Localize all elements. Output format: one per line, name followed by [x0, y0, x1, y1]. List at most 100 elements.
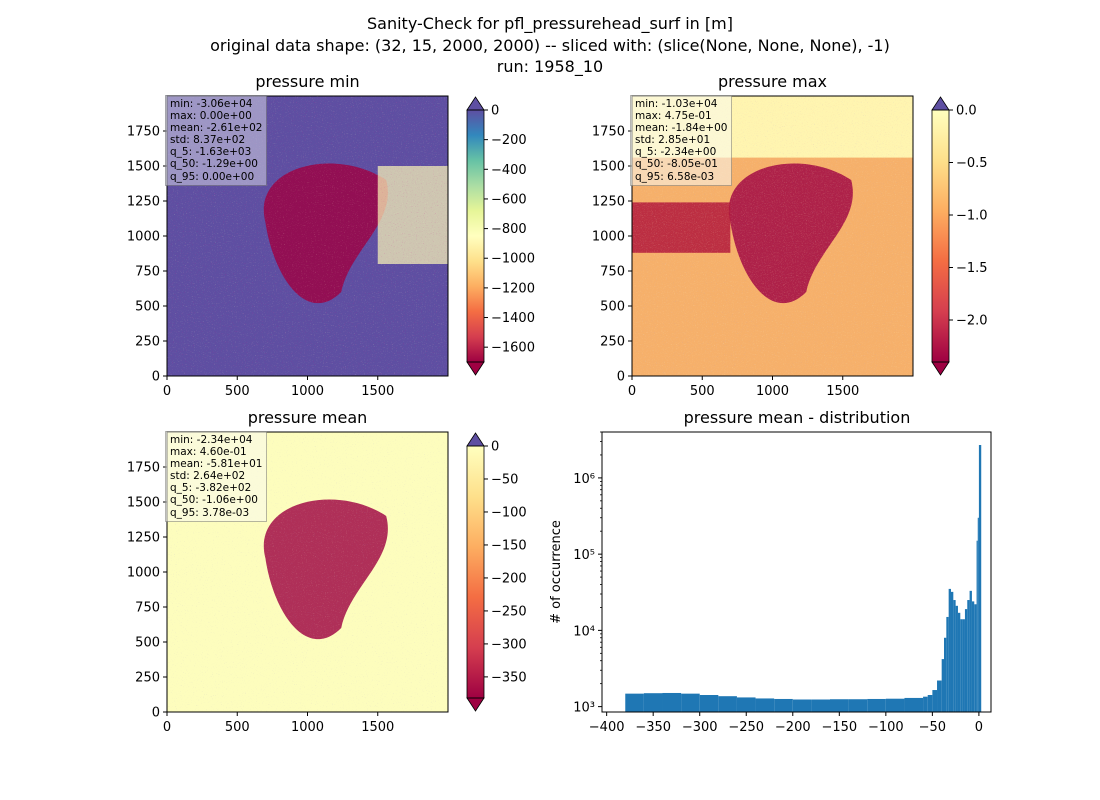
hist-y-tick-label: 10⁶	[573, 472, 595, 487]
figure-title-line-3: run: 1958_10	[496, 57, 604, 76]
colorbar-tick-label: −0.5	[956, 156, 988, 171]
stat-line: q_50: -8.05e-01	[635, 158, 718, 171]
stat-line: q_95: 0.00e+00	[170, 170, 255, 183]
panel-title-min: pressure min	[255, 72, 360, 91]
histogram-bar	[941, 659, 945, 712]
hist-x-tick-label: −350	[635, 720, 671, 735]
stat-line: min: -2.34e+04	[170, 434, 253, 446]
hist-x-tick-label: −150	[821, 720, 857, 735]
colorbar-tick-label: −2.0	[956, 314, 988, 329]
histogram-bar	[927, 695, 933, 712]
y-tick-label: 0	[152, 706, 160, 721]
colorbar-tick-label: −350	[491, 670, 527, 685]
panel-title-mean: pressure mean	[247, 408, 368, 427]
hist-y-tick-label: 10³	[573, 701, 595, 716]
colorbar-tick-label: −150	[491, 538, 527, 553]
histogram-bar	[969, 590, 972, 712]
y-tick-label: 750	[600, 265, 625, 280]
colorbar-tick-label: −250	[491, 604, 527, 619]
stat-line: std: 8.37e+02	[170, 134, 246, 147]
x-tick-label: 1000	[756, 384, 789, 399]
stats-box-min: min: -3.06e+04 max: 0.00e+00 mean: -2.61e+…	[165, 95, 268, 186]
stat-line: mean: -2.61e+02	[170, 122, 263, 135]
hist-y-tick-label: 10⁴	[573, 624, 595, 639]
y-tick-label: 1000	[592, 230, 625, 245]
stat-line: q_5: -1.63e+03	[170, 146, 252, 159]
stat-line: q_95: 3.78e-03	[170, 506, 250, 519]
colorbar-tick-label: −200	[491, 133, 527, 148]
hist-title: pressure mean - distribution	[683, 408, 911, 427]
stat-line: q_5: -2.34e+00	[635, 146, 717, 159]
histogram-bar	[681, 693, 700, 712]
y-tick-label: 500	[135, 300, 160, 315]
histogram-panel: −400 −350 −300 −250 −200 −150 −100 −50 0 10³ 10⁴ 10…	[549, 431, 992, 735]
stat-line: std: 2.85e+01	[635, 134, 711, 147]
histogram-bar	[962, 619, 965, 712]
stat-line: max: 4.60e-01	[170, 446, 247, 459]
histogram-bar	[755, 698, 775, 712]
hist-x-tick-label: −50	[919, 720, 946, 735]
colorbar-mean: 0 −50 −100 −150 −200 −250 −300 −350	[466, 432, 527, 712]
hist-y-tick-label: 10⁵	[573, 548, 595, 563]
colorbar-extend-bottom	[466, 361, 485, 376]
stat-line: q_50: -1.29e+00	[170, 158, 258, 171]
histogram-bar	[955, 605, 958, 712]
y-tick-label: 1250	[127, 531, 160, 546]
y-tick-label: 1500	[592, 160, 625, 175]
histogram-bar	[976, 540, 978, 712]
histogram-bar	[937, 680, 942, 712]
x-tick-label: 1500	[361, 384, 394, 399]
stat-line: q_95: 6.58e-03	[635, 170, 715, 183]
y-tick-label: 1500	[127, 160, 160, 175]
y-tick-label: 1250	[592, 195, 625, 210]
stat-line: std: 2.64e+02	[170, 470, 246, 483]
y-tick-label: 250	[135, 335, 160, 350]
y-tick-label: 0	[152, 370, 160, 385]
colorbar-extend-top	[466, 432, 485, 447]
histogram-bar	[974, 604, 977, 712]
y-tick-label: 250	[600, 335, 625, 350]
histogram-bar	[950, 591, 954, 712]
histogram-bar	[736, 697, 756, 712]
y-tick-label: 1500	[127, 496, 160, 511]
colorbar-tick-label: −1.0	[956, 209, 988, 224]
colorbar-tick-label: −1000	[491, 252, 535, 267]
histogram-bar	[848, 699, 868, 712]
histogram-bar	[885, 698, 905, 712]
map-panel-min: 0 500 1000 1500 0 250 500 750 1000 1250 1500 1750	[127, 95, 449, 399]
stats-box-max: min: -1.03e+04 max: 4.75e-01 mean: -1.84e+…	[630, 95, 733, 186]
histogram-bar	[867, 698, 886, 712]
colorbar-tick-label: −1400	[491, 311, 535, 326]
histogram-bar	[978, 445, 982, 712]
stat-line: q_5: -3.82e+02	[170, 482, 252, 495]
hist-x-tick-label: −300	[682, 720, 718, 735]
y-tick-label: 1750	[127, 461, 160, 476]
hist-x-tick-label: −100	[868, 720, 904, 735]
histogram-bar	[967, 600, 970, 712]
y-tick-label: 500	[600, 300, 625, 315]
histogram-bar	[932, 690, 938, 712]
hist-x-tick-label: 0	[975, 720, 983, 735]
colorbar-tick-label: −400	[491, 163, 527, 178]
colorbar-extend-bottom	[466, 697, 485, 712]
x-tick-label: 1500	[361, 720, 394, 735]
histogram-bar	[977, 517, 979, 712]
x-tick-label: 1000	[291, 720, 324, 735]
stat-line: min: -3.06e+04	[170, 98, 253, 110]
colorbar-gradient	[467, 110, 484, 362]
colorbar-gradient	[932, 110, 949, 362]
x-tick-label: 1500	[826, 384, 859, 399]
colorbar-tick-label: −100	[491, 505, 527, 520]
colorbar-tick-label: 0.0	[956, 104, 977, 119]
histogram-bar	[960, 619, 963, 712]
colorbar-tick-label: −200	[491, 571, 527, 586]
histogram-bar	[662, 692, 682, 712]
histogram-bar	[957, 612, 961, 712]
y-tick-label: 500	[135, 636, 160, 651]
colorbar-tick-label: −800	[491, 222, 527, 237]
y-tick-label: 1250	[127, 195, 160, 210]
stats-box-mean: min: -2.34e+04 max: 4.60e-01 mean: -5.81e+…	[165, 431, 268, 522]
stat-line: q_50: -1.06e+00	[170, 494, 258, 507]
colorbar-extend-top	[931, 96, 950, 111]
